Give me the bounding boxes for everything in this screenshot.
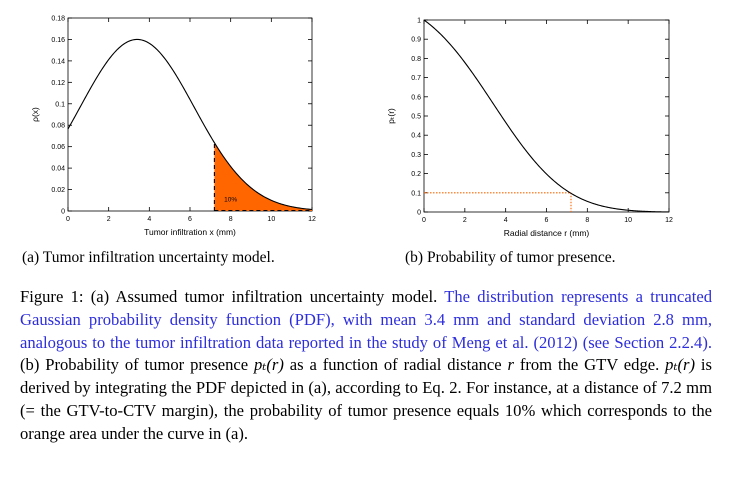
shaded-area-label: 10% [224,196,237,203]
y-tick-label: 0.14 [51,58,65,65]
caption-part1: (b) Probability of tumor presence [20,355,254,375]
x-tick-label: 8 [585,217,589,224]
y-tick-label: 0.06 [51,144,65,151]
y-tick-label: 0.9 [411,37,421,44]
y-tick-label: 0.5 [411,114,421,121]
y-tick-label: 0.4 [411,133,421,140]
y-axis-label: ρ(x) [30,107,40,122]
caption-pt-r: pₜ(r) [253,355,284,375]
x-tick-label: 0 [66,216,70,223]
caption-lead: Figure 1: (a) Assumed tumor infiltration… [20,287,445,306]
y-tick-label: 0.16 [51,37,65,44]
y-tick-label: 0.7 [411,75,421,82]
x-axis-label: Radial distance r (mm) [504,228,590,238]
subcaption-b: (b) Probability of tumor presence. [405,249,616,266]
caption-pt-r2: pₜ(r) [665,355,696,375]
figure-caption: Figure 1: (a) Assumed tumor infiltration… [20,286,712,446]
chart-panel-a: 0 2 4 6 8 10 12 0 0.02 0.04 0.06 0.08 0.1 0.12 0.14 0.1… [30,16,316,238]
pdf-curve [67,38,313,211]
y-tick-label: 0 [417,210,421,217]
caption-part2: as a function of radial distance [283,355,508,375]
x-tick-label: 6 [188,216,192,223]
y-tick-label: 0.18 [51,16,65,23]
y-tick-label: 0.08 [51,123,65,130]
y-tick-label: 1 [417,18,421,25]
y-tick-label: 0.6 [411,94,421,101]
plot-frame [423,19,670,213]
figure-panels: 0 2 4 6 8 10 1200.020.040.060.080.10.120.140.1… [30,16,673,239]
y-tick-label: 0.8 [411,56,421,63]
y-tick-label: 0.1 [411,190,421,197]
shaded-area [214,142,312,211]
caption-part4: is derived by integrating the PDF depict… [20,355,712,443]
x-tick-label: 4 [147,216,151,223]
x-tick-label: 2 [107,216,111,223]
x-tick-label: 10 [267,216,275,223]
y-tick-label: 0.2 [411,171,421,178]
chart-panel-b: 0 2 4 6 8 10 12 0 0.1 0.2 0.3 0.4 0.5 0.6 0.7 0.8 0.9 1 Ra… [386,18,673,239]
x-tick-label: 10 [624,217,632,224]
caption-part3: from the GTV edge. [513,355,666,375]
y-tick-label: 0.3 [411,152,421,159]
y-tick-label: 0 [61,209,65,216]
x-axis-label: Tumor infiltration x (mm) [144,227,236,237]
probability-curve [423,19,670,213]
x-tick-label: 12 [665,217,673,224]
caption-r: r [507,355,514,375]
plot-frame [67,17,313,212]
y-tick-label: 0.1 [55,101,65,108]
subcaption-a: (a) Tumor infiltration uncertainty model… [22,249,275,266]
caption-blue-text: The distribution represents a truncated … [20,287,712,352]
y-axis-label: pₜ(r) [386,108,396,124]
x-tick-label: 2 [463,217,467,224]
y-tick-label: 0.04 [51,166,65,173]
x-tick-label: 0 [422,217,426,224]
x-tick-label: 12 [308,216,316,223]
x-tick-label: 4 [504,217,508,224]
x-tick-label: 8 [229,216,233,223]
y-tick-label: 0.12 [51,80,65,87]
y-tick-label: 0.02 [51,187,65,194]
x-tick-label: 6 [545,217,549,224]
